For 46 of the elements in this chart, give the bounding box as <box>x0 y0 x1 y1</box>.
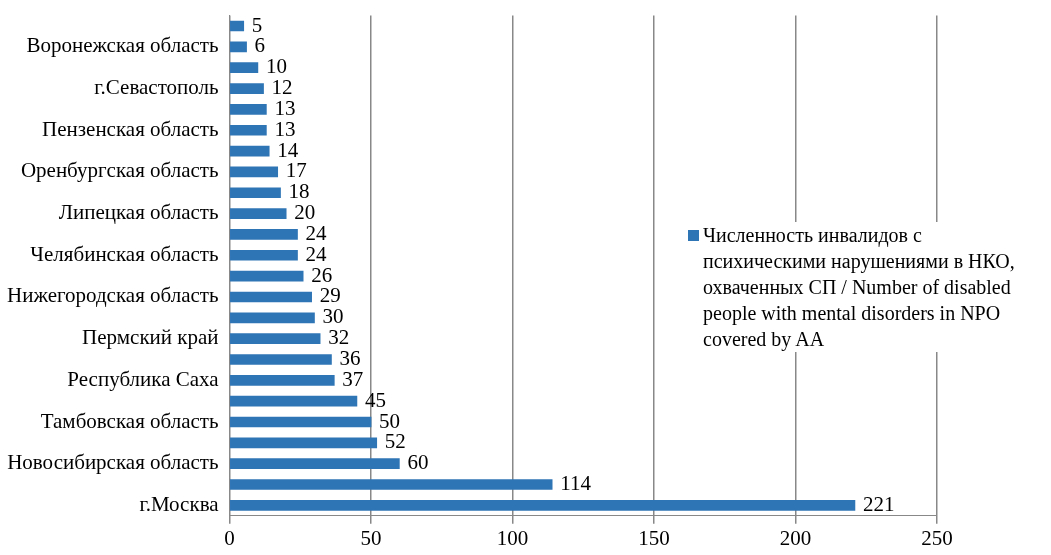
bar <box>230 229 298 240</box>
x-tick-label: 250 <box>921 525 953 550</box>
data-label: 221 <box>862 491 895 516</box>
bar <box>230 104 267 115</box>
y-tick-label: Оренбургская область <box>20 158 219 183</box>
y-tick-label: Нижегородская область <box>6 283 219 308</box>
bar <box>230 458 400 470</box>
y-tick-label: Челябинская область <box>30 241 219 266</box>
bar <box>230 312 315 324</box>
y-tick-label: г.Москва <box>139 491 220 516</box>
bar <box>230 145 270 157</box>
bar <box>230 416 372 428</box>
bar <box>230 124 267 136</box>
x-tick-label: 200 <box>779 525 812 550</box>
bar <box>230 479 553 490</box>
legend-label: Численность инвалидов с психическими нарушениями в НКО, охваченных СП / Number of disabled people with mental disorders in NPO covered by AA <box>703 223 1016 352</box>
x-tick-label: 50 <box>360 525 382 550</box>
bar <box>230 83 264 94</box>
bar <box>230 500 856 511</box>
y-tick-label: Республика Саха <box>67 366 220 391</box>
y-tick-label: Новосибирская область <box>7 450 219 475</box>
bar <box>230 62 259 74</box>
bar <box>230 41 247 53</box>
x-tick-label: 0 <box>224 525 235 550</box>
bar <box>230 187 281 199</box>
bar <box>230 270 304 282</box>
bar <box>230 249 298 261</box>
bar <box>230 291 312 303</box>
bar <box>230 20 245 32</box>
bar <box>230 354 332 365</box>
bar <box>230 437 378 449</box>
bar <box>230 375 335 386</box>
x-tick-label: 150 <box>638 525 670 550</box>
bar <box>230 166 279 178</box>
bar <box>230 333 321 344</box>
y-tick-label: Пензенская область <box>42 116 219 141</box>
data-label: 114 <box>560 471 592 496</box>
bar <box>230 395 358 407</box>
y-tick-label: Тамбовская область <box>40 408 219 433</box>
y-tick-label: г.Севастополь <box>94 75 219 100</box>
y-tick-label: Воронежская область <box>26 33 219 58</box>
x-tick-label: 100 <box>496 525 529 550</box>
y-tick-label: Пермский край <box>82 325 219 350</box>
data-label: 60 <box>407 450 429 475</box>
bar <box>230 208 287 219</box>
y-tick-label: Липецкая область <box>58 200 219 225</box>
